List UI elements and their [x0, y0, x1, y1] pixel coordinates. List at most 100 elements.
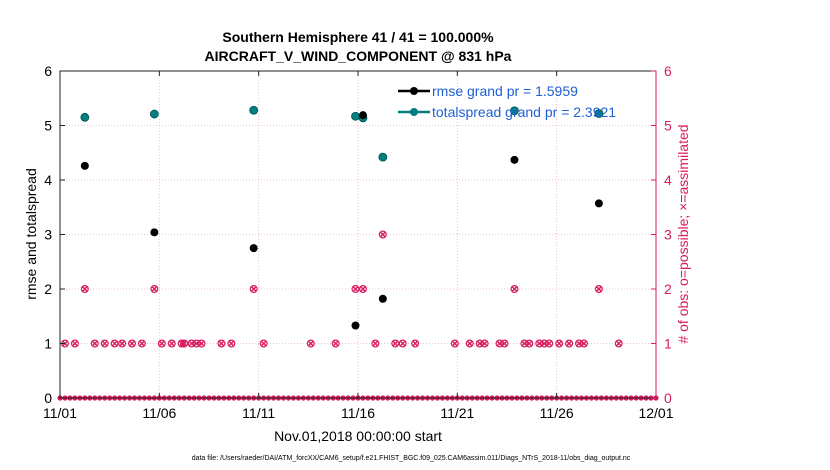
y-axis-right-label: # of obs: o=possible; ×=assimilated [675, 124, 691, 343]
obs-possible-point [579, 339, 588, 348]
obs-assimilated-point [392, 340, 399, 347]
obs-possible-point [398, 339, 407, 348]
obs-possible-point [371, 339, 380, 348]
obs-possible-point [90, 339, 99, 348]
obs-possible-point [128, 339, 137, 348]
obs-assimilated-point [332, 340, 339, 347]
y-axis-left-label: rmse and totalspread [23, 168, 39, 300]
obs-possible-point [535, 339, 544, 348]
obs-assimilated-point [379, 231, 386, 238]
obs-assimilated-point [307, 340, 314, 347]
obs-possible-point [594, 285, 603, 294]
obs-possible-point [391, 339, 400, 348]
obs-possible-point [217, 339, 226, 348]
obs-assimilated-point [91, 340, 98, 347]
x-axis-label: Nov.01,2018 00:00:00 start [274, 428, 442, 444]
legend-marker [410, 87, 418, 95]
obs-assimilated-point [451, 340, 458, 347]
obs-possible-point [500, 339, 509, 348]
y-tick-right-label: 4 [664, 172, 672, 188]
obs-possible-point [520, 339, 529, 348]
obs-possible-point [100, 339, 109, 348]
legend-label: rmse grand pr = 1.5959 [432, 83, 578, 99]
rmse-point [510, 155, 519, 164]
rmse-point [594, 199, 603, 208]
obs-assimilated-point [111, 340, 118, 347]
obs-possible-point [525, 339, 534, 348]
obs-assimilated-point [101, 340, 108, 347]
footnote: data file: /Users/raeder/DAI/ATM_forcXX/… [192, 455, 631, 462]
x-tick-label: 11/16 [341, 405, 375, 421]
y-tick-right-label: 1 [664, 336, 672, 352]
obs-assimilated-point [536, 340, 543, 347]
rmse-point [80, 161, 89, 170]
obs-assimilated-point [352, 285, 359, 293]
obs-possible-point [167, 339, 176, 348]
x-tick-label: 12/01 [638, 405, 673, 421]
obs-possible-point [110, 339, 119, 348]
obs-assimilated-point [501, 340, 508, 347]
obs-possible-point [118, 339, 127, 348]
obs-possible-point [157, 339, 166, 348]
x-tick-label: 11/26 [540, 405, 574, 421]
obs-assimilated-point [476, 340, 483, 347]
obs-possible-point [540, 339, 549, 348]
rmse-point [358, 111, 367, 120]
y-tick-left-label: 0 [44, 390, 52, 406]
chart-title-line1: Southern Hemisphere 41 / 41 = 100.000% [222, 29, 494, 45]
obs-assimilated-point [118, 340, 126, 347]
obs-assimilated-point [372, 340, 379, 347]
y-tick-right-label: 5 [664, 118, 672, 134]
y-tick-left-label: 2 [44, 281, 52, 297]
chart-title-line2: AIRCRAFT_V_WIND_COMPONENT @ 831 hPa [205, 48, 512, 64]
y-axis-right: 0 1 2 3 4 5 6 [651, 63, 672, 406]
rmse-point [249, 244, 258, 253]
obs-possible-point [249, 285, 258, 294]
spread-point [510, 106, 519, 116]
obs-possible-point [351, 285, 360, 294]
y-tick-left-label: 3 [44, 227, 52, 243]
obs-assimilated-point [541, 340, 548, 347]
x-tick-label: 11/06 [142, 405, 176, 421]
obs-possible-point [614, 339, 623, 348]
obs-assimilated-point [128, 340, 136, 347]
obs-assimilated-point [188, 340, 195, 347]
obs-assimilated-point [250, 285, 257, 293]
obs-possible-point [358, 285, 367, 294]
obs-assimilated-point [218, 340, 225, 347]
obs-possible-point [150, 285, 159, 294]
obs-layer [57, 230, 659, 401]
y-tick-right-label: 6 [664, 63, 672, 79]
obs-assimilated-point [526, 340, 533, 347]
y-tick-right-label: 2 [664, 281, 672, 297]
x-tick-label: 11/21 [440, 405, 474, 421]
legend-marker [410, 108, 418, 116]
rmse-series [80, 111, 603, 330]
obs-possible-point [259, 339, 268, 348]
y-tick-left-label: 1 [44, 336, 52, 352]
obs-assimilated-point [565, 340, 573, 347]
obs-possible-point [331, 339, 340, 348]
spread-point [80, 112, 90, 122]
obs-possible-point [510, 285, 519, 294]
obs-possible-point [555, 339, 564, 348]
legend-label: totalspread grand pr = 2.3921 [432, 104, 616, 120]
obs-possible-point [70, 339, 79, 348]
obs-assimilated-point [466, 340, 473, 347]
obs-possible-point [227, 339, 236, 348]
obs-possible-point [545, 339, 554, 348]
obs-assimilated-point [260, 340, 267, 347]
obs-assimilated-point [71, 340, 78, 347]
obs-possible-point [187, 339, 196, 348]
obs-assimilated-point [496, 340, 503, 347]
rmse-point [351, 321, 360, 330]
obs-possible-point [565, 339, 574, 348]
obs-possible-point [495, 339, 504, 348]
grid-layer [59, 70, 657, 399]
obs-assimilated-point [521, 340, 528, 347]
x-tick-label: 11/01 [43, 405, 77, 421]
obs-possible-point [450, 339, 459, 348]
obs-assimilated-point [81, 285, 88, 293]
obs-possible-point [80, 285, 89, 294]
